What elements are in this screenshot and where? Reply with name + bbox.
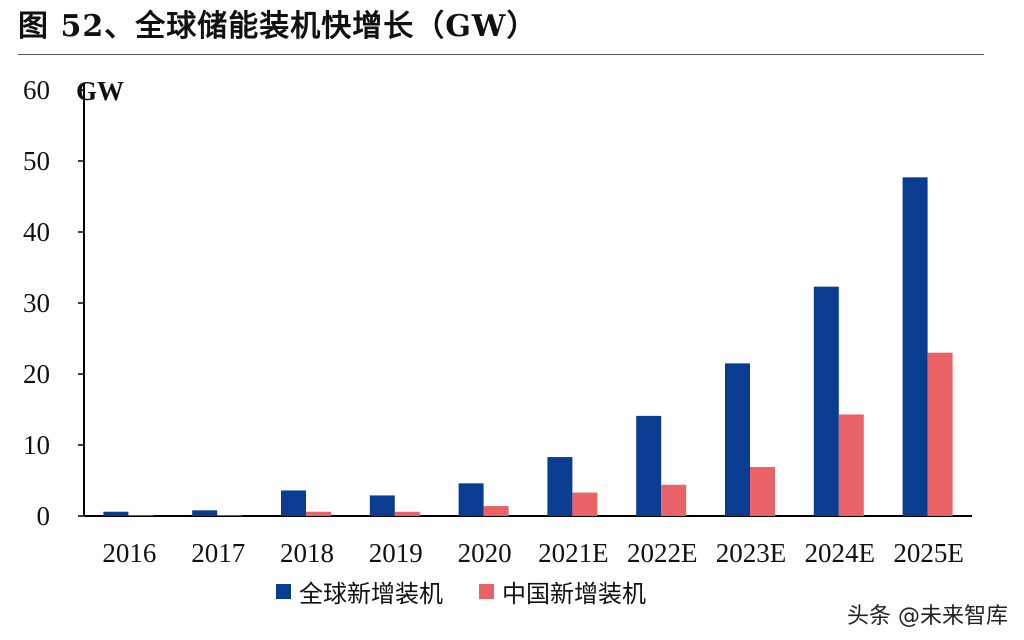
legend: 全球新增装机 中国新增装机 xyxy=(276,574,646,608)
legend-label-china: 中国新增装机 xyxy=(502,579,646,608)
x-tick-label: 2017 xyxy=(191,538,245,568)
bar-china-2023E xyxy=(750,467,775,516)
x-tick-label: 2022E xyxy=(627,538,698,568)
bar-global-2024E xyxy=(813,286,839,516)
x-tick-label: 2023E xyxy=(716,538,787,568)
bar-china-2020 xyxy=(483,506,509,516)
title-divider xyxy=(18,54,984,55)
bar-china-2017 xyxy=(217,515,243,516)
y-tick-label: 40 xyxy=(23,217,50,247)
x-tick-label: 2025E xyxy=(893,538,964,568)
bar-china-2018 xyxy=(306,511,331,516)
x-tick-label: 2018 xyxy=(280,538,334,568)
y-tick-label: 30 xyxy=(23,288,50,318)
figure-title: 图 52、全球储能装机快增长（GW） xyxy=(18,9,538,44)
bar-global-2022E xyxy=(636,415,662,516)
tick-labels: 0 10 20 30 40 50 60 GW 2016 2017 2018 2019 2020 2021E… xyxy=(23,75,964,568)
legend-swatch-global xyxy=(276,583,291,599)
bar-global-2021E xyxy=(547,457,573,516)
x-tick-label: 2024E xyxy=(805,538,876,568)
legend-item-global: 全球新增装机 xyxy=(276,574,443,609)
bar-global-2025E xyxy=(902,177,928,516)
bar-china-2019 xyxy=(394,511,420,516)
y-tick-label: 50 xyxy=(23,146,50,176)
bar-china-2025E xyxy=(927,352,953,516)
bar-global-2020 xyxy=(458,483,484,516)
bar-global-2017 xyxy=(192,510,218,516)
watermark: 头条 @未来智库 xyxy=(847,604,1008,629)
x-tick-label: 2020 xyxy=(458,538,512,568)
y-tick-label: 20 xyxy=(23,359,50,389)
y-tick-label: 0 xyxy=(37,501,51,531)
legend-label-global: 全球新增装机 xyxy=(299,579,443,608)
bar-global-2016 xyxy=(103,511,129,516)
x-tick-label: 2016 xyxy=(102,538,156,568)
y-tick-label: 60 xyxy=(23,75,50,105)
bar-china-2024E xyxy=(838,414,864,516)
legend-item-china: 中国新增装机 xyxy=(479,574,646,609)
bars xyxy=(103,177,953,516)
x-tick-label: 2019 xyxy=(369,538,423,568)
x-tick-label: 2021E xyxy=(538,538,609,568)
legend-swatch-china xyxy=(479,583,494,599)
bar-global-2019 xyxy=(369,495,395,516)
bar-global-2018 xyxy=(281,490,306,516)
bar-china-2021E xyxy=(572,492,598,516)
bar-china-2016 xyxy=(128,515,154,516)
bar-global-2023E xyxy=(725,363,750,516)
bar-china-2022E xyxy=(661,484,687,516)
y-unit-label: GW xyxy=(76,76,124,106)
y-tick-label: 10 xyxy=(23,430,50,460)
